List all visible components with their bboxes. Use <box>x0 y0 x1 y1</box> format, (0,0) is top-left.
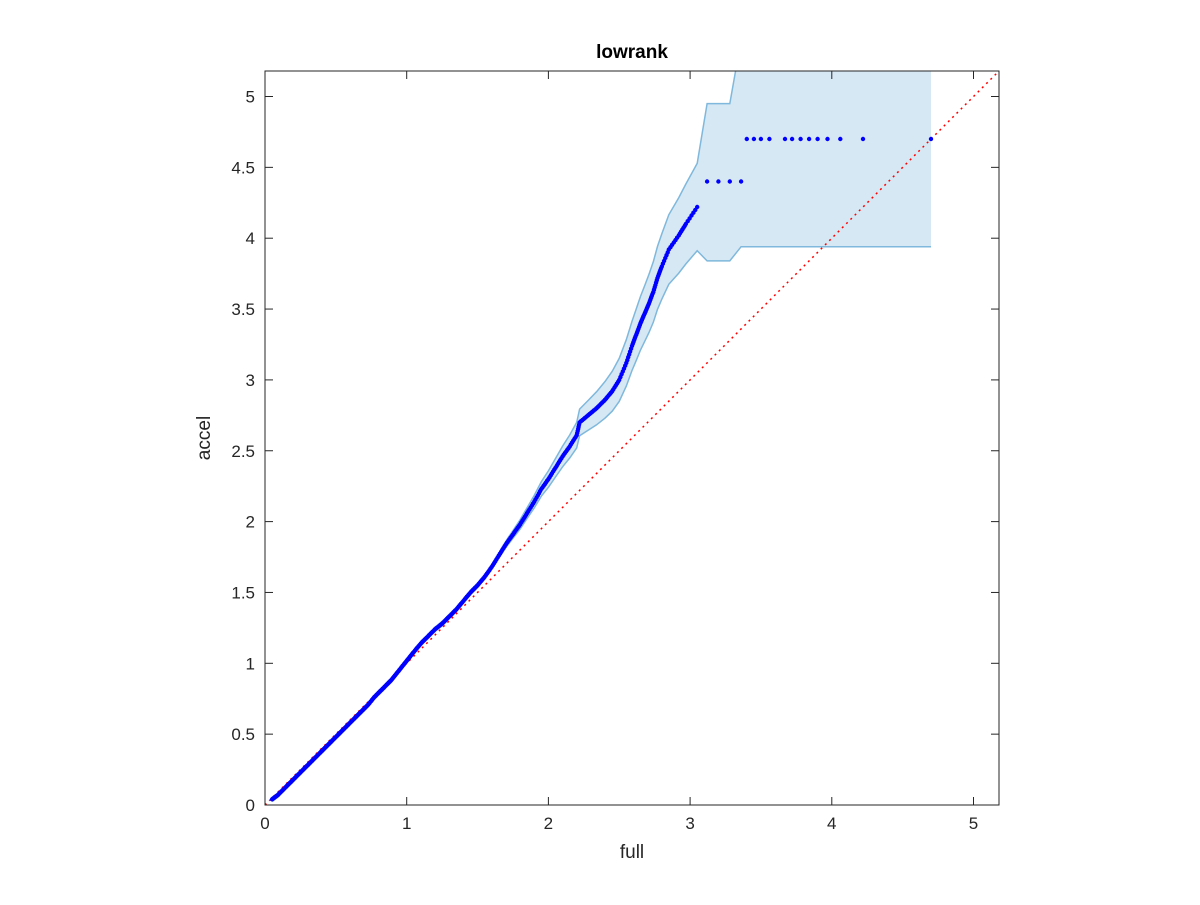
x-axis-ticks: 0 1 2 3 4 5 <box>260 71 978 833</box>
x-tick-label: 3 <box>685 814 694 833</box>
data-point <box>928 136 934 142</box>
reference-line-layer <box>265 71 999 805</box>
y-tick-label: 4.5 <box>231 158 255 177</box>
data-point <box>727 179 732 184</box>
data-point <box>782 136 788 142</box>
data-point <box>789 136 795 142</box>
data-point <box>767 136 772 142</box>
chart-title: lowrank <box>596 42 668 63</box>
confidence-band <box>272 71 931 802</box>
data-point <box>738 179 744 184</box>
y-tick-label: 2.5 <box>231 442 255 461</box>
y-tick-label: 0 <box>246 796 255 815</box>
y-tick-label: 0.5 <box>231 725 255 744</box>
data-point <box>860 136 866 142</box>
data-point <box>815 136 820 142</box>
data-points-layer <box>269 136 934 802</box>
y-axis-ticks: 0 0.5 1 1.5 2 2.5 3 3.5 4 4.5 5 <box>231 88 999 815</box>
x-tick-label: 5 <box>969 814 978 833</box>
y-tick-label: 3 <box>246 371 255 390</box>
data-point <box>798 136 803 142</box>
data-point <box>806 136 812 142</box>
y-axis-label: accel <box>194 416 215 460</box>
data-point <box>704 179 710 184</box>
data-point <box>825 136 830 142</box>
x-tick-label: 0 <box>260 814 269 833</box>
reference-line-y-equals-x <box>265 71 999 805</box>
data-point <box>758 136 764 142</box>
data-point <box>838 136 843 142</box>
y-tick-label: 3.5 <box>231 300 255 319</box>
data-point <box>695 204 700 210</box>
x-axis-label: full <box>620 842 644 863</box>
confidence-band-lower-edge <box>271 245 931 803</box>
y-tick-label: 4 <box>246 229 255 248</box>
confidence-band-layer <box>271 71 931 803</box>
y-tick-label: 1 <box>246 654 255 673</box>
x-tick-label: 2 <box>544 814 553 833</box>
data-point <box>751 136 757 142</box>
data-point <box>744 136 749 142</box>
plot-area-frame <box>264 70 1000 806</box>
data-point <box>716 179 721 184</box>
y-tick-label: 2 <box>246 513 255 532</box>
y-tick-label: 1.5 <box>231 583 255 602</box>
x-tick-label: 4 <box>827 814 836 833</box>
x-tick-label: 1 <box>402 814 411 833</box>
y-tick-label: 5 <box>246 88 255 107</box>
